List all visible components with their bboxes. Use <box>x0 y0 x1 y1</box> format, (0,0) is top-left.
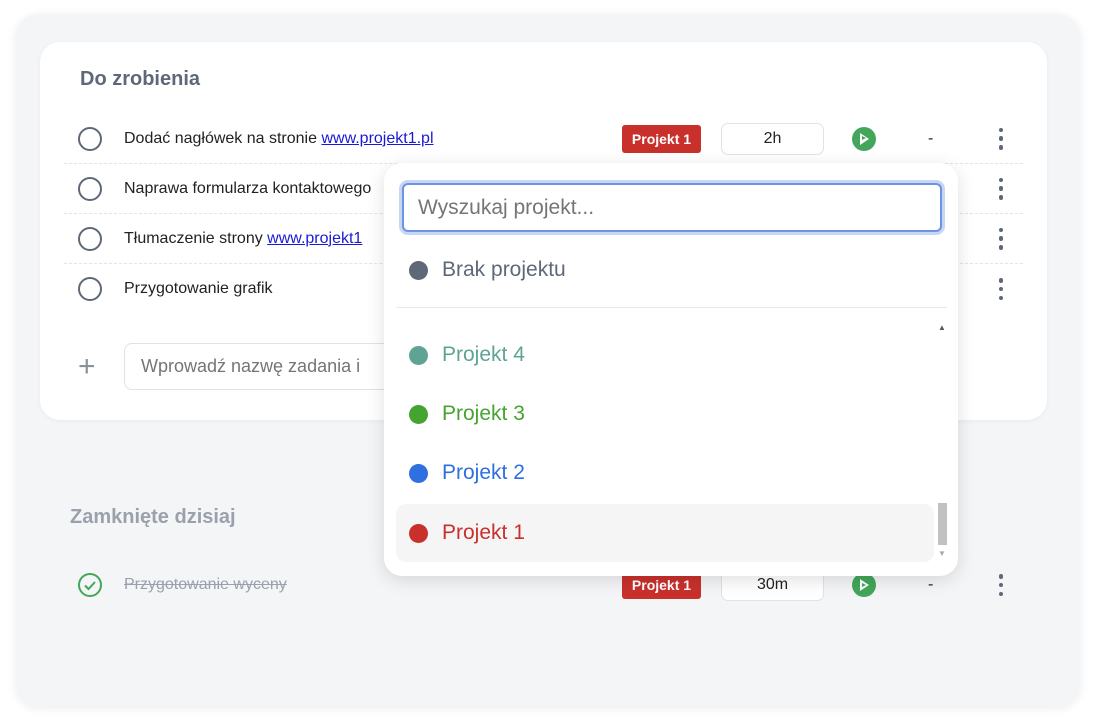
task-text: Dodać nagłówek na stronie www.projekt1.p… <box>124 129 434 147</box>
color-dot-icon <box>409 404 428 424</box>
play-icon[interactable] <box>852 573 876 597</box>
scroll-up-icon[interactable]: ▲ <box>938 323 946 332</box>
task-text: Tłumaczenie strony www.projekt1 <box>124 229 363 247</box>
task-row: Dodać nagłówek na stronie www.projekt1.p… <box>64 114 1023 164</box>
scroll-down-icon[interactable]: ▼ <box>938 549 946 558</box>
task-link[interactable]: www.projekt1 <box>267 229 363 247</box>
option-label: Projekt 3 <box>442 402 525 425</box>
scrollbar[interactable]: ▲ ▼ <box>936 321 948 561</box>
project-option-none[interactable]: Brak projektu <box>396 241 934 299</box>
more-menu-icon[interactable] <box>998 278 1004 300</box>
option-label: Brak projektu <box>442 258 566 281</box>
task-checkbox[interactable] <box>78 226 102 251</box>
project-search-input[interactable] <box>402 183 942 232</box>
more-menu-icon[interactable] <box>998 227 1004 250</box>
project-badge[interactable]: Projekt 1 <box>622 124 701 153</box>
extra-value: - <box>928 129 934 147</box>
todo-title: Do zrobienia <box>80 68 201 90</box>
option-label: Projekt 1 <box>442 521 525 544</box>
more-menu-icon[interactable] <box>998 127 1004 150</box>
check-circle-icon[interactable] <box>77 572 103 598</box>
divider <box>396 307 947 308</box>
color-dot-icon <box>409 345 428 365</box>
project-option[interactable]: Projekt 4 <box>396 326 934 384</box>
color-dot-icon <box>409 523 428 543</box>
task-text: Przygotowanie wyceny <box>124 576 287 593</box>
project-option[interactable]: Projekt 3 <box>396 385 934 443</box>
task-text: Naprawa formularza kontaktowego <box>124 179 372 197</box>
time-field[interactable]: 2h <box>721 122 824 155</box>
task-row: Przygotowanie grafik <box>64 264 1023 314</box>
option-label: Projekt 4 <box>442 343 525 366</box>
more-menu-icon[interactable] <box>998 574 1004 596</box>
option-label: Projekt 2 <box>442 461 525 484</box>
task-text: Przygotowanie grafik <box>124 280 273 297</box>
task-link[interactable]: www.projekt1.pl <box>321 129 434 147</box>
task-checkbox[interactable] <box>78 277 102 301</box>
project-option-selected[interactable]: Projekt 1 <box>396 504 934 562</box>
play-icon[interactable] <box>852 126 876 151</box>
closed-title: Zamknięte dzisiaj <box>70 506 236 528</box>
task-checkbox[interactable] <box>78 176 102 201</box>
color-dot-icon <box>409 260 428 280</box>
color-dot-icon <box>409 463 428 483</box>
project-option[interactable]: Projekt 2 <box>396 444 934 502</box>
plus-icon[interactable]: + <box>78 350 96 383</box>
more-menu-icon[interactable] <box>998 177 1004 200</box>
task-checkbox[interactable] <box>78 126 102 151</box>
extra-value: - <box>928 576 934 593</box>
project-dropdown: Brak projektu Projekt 4 Projekt 3 Projek… <box>384 163 958 576</box>
scrollbar-thumb[interactable] <box>938 503 947 545</box>
